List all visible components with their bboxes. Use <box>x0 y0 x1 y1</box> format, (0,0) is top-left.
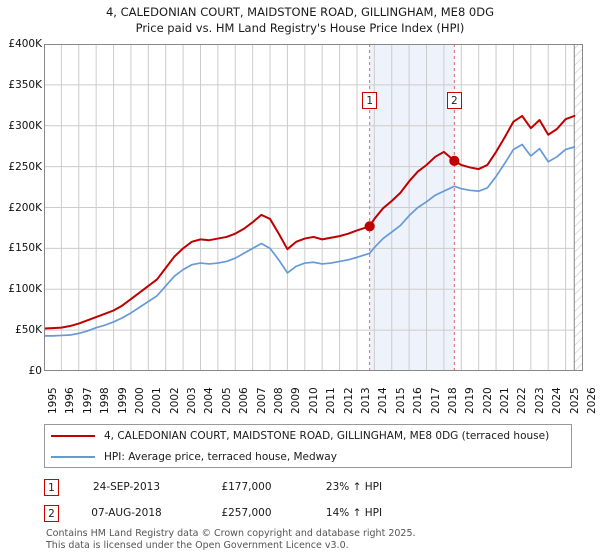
transaction-price: £177,000 <box>221 481 272 493</box>
transaction-date: 07-AUG-2018 <box>91 507 162 519</box>
x-axis-tick-label: 2004 <box>203 387 216 414</box>
x-axis-tick-label: 2016 <box>412 387 425 414</box>
x-axis-tick-label: 2007 <box>255 387 268 414</box>
footer-line-1: Contains HM Land Registry data © Crown c… <box>46 528 416 539</box>
x-axis-tick-label: 2021 <box>499 387 512 414</box>
transaction-badge: 2 <box>44 504 59 522</box>
y-axis-tick-label: £400K <box>8 38 42 50</box>
x-axis-tick-label: 2024 <box>551 387 564 414</box>
chart-marker-badge-1[interactable]: 1 <box>362 92 378 109</box>
page-title: 4, CALEDONIAN COURT, MAIDSTONE ROAD, GIL… <box>0 4 600 36</box>
x-axis-tick-label: 2008 <box>273 387 286 414</box>
x-axis-tick-label: 2006 <box>238 387 251 414</box>
x-axis-tick-label: 2001 <box>151 387 164 414</box>
x-axis-tick-label: 2012 <box>342 387 355 414</box>
legend-label: HPI: Average price, terraced house, Medw… <box>104 450 337 463</box>
price-history-line-chart <box>44 44 583 371</box>
y-axis-tick-label: £50K <box>15 324 42 337</box>
x-axis-tick-label: 2002 <box>168 387 181 414</box>
series-line-hpi <box>44 143 576 337</box>
title-subtitle: Price paid vs. HM Land Registry's House … <box>135 21 465 35</box>
y-axis-tick-label: £250K <box>8 160 42 173</box>
future-period-hatch <box>574 44 583 371</box>
x-axis-tick-label: 2009 <box>290 387 303 414</box>
transaction-badge: 1 <box>44 478 59 496</box>
x-axis-tick-label: 2000 <box>133 387 146 414</box>
x-axis-tick-label: 1997 <box>81 387 94 414</box>
x-axis-tick-label: 1996 <box>64 387 77 414</box>
transaction-price: £257,000 <box>221 507 272 519</box>
x-axis: 1995 1996 1997 1998 1999 2000 2001 2002 2003 2004… <box>44 374 598 418</box>
x-axis-tick-label: 2026 <box>586 387 598 414</box>
x-axis-tick-label: 1999 <box>116 387 129 414</box>
transaction-marker-dot[interactable] <box>449 155 460 167</box>
x-axis-tick-label: 2015 <box>394 387 407 414</box>
x-axis-tick-label: 2011 <box>325 387 338 414</box>
table-row[interactable]: 2 07-AUG-2018 £257,000 14% ↑ HPI <box>44 500 474 526</box>
legend-color-swatch <box>51 434 95 437</box>
y-axis-tick-label: £100K <box>8 283 42 296</box>
x-axis-tick-label: 2017 <box>429 387 442 414</box>
x-axis-tick-label: 2014 <box>377 387 390 414</box>
footer-line-2: This data is licensed under the Open Gov… <box>46 540 349 551</box>
transaction-marker-dot[interactable] <box>364 221 375 232</box>
x-axis-tick-label: 1995 <box>47 387 59 414</box>
transaction-hpi-delta: 23% ↑ HPI <box>325 481 383 493</box>
legend-color-swatch <box>51 455 95 458</box>
x-axis-tick-label: 1998 <box>99 387 112 414</box>
transaction-date: 24-SEP-2013 <box>92 481 161 493</box>
chart-legend: 4, CALEDONIAN COURT, MAIDSTONE ROAD, GIL… <box>44 424 572 468</box>
x-axis-tick-label: 2003 <box>186 387 199 414</box>
footer-attribution: Contains HM Land Registry data © Crown c… <box>46 528 586 552</box>
y-axis-tick-label: £150K <box>8 242 42 255</box>
legend-label: 4, CALEDONIAN COURT, MAIDSTONE ROAD, GIL… <box>104 429 550 442</box>
x-axis-tick-label: 2022 <box>516 387 529 414</box>
x-axis-tick-label: 2023 <box>533 387 546 414</box>
y-axis-tick-label: £350K <box>8 78 42 91</box>
y-axis: £0 £50K £100K £150K £200K £250K £300K £350K £400… <box>0 38 42 377</box>
transaction-hpi-delta: 14% ↑ HPI <box>325 507 383 519</box>
series-line-price-paid <box>44 114 576 330</box>
y-axis-tick-label: £200K <box>8 201 42 214</box>
chart-marker-badge-2[interactable]: 2 <box>446 92 462 109</box>
y-axis-tick-label: £300K <box>8 119 42 132</box>
x-axis-tick-label: 2013 <box>359 387 372 414</box>
x-axis-tick-label: 2018 <box>446 387 459 414</box>
legend-item: 4, CALEDONIAN COURT, MAIDSTONE ROAD, GIL… <box>45 425 571 446</box>
plot-border <box>44 44 583 371</box>
x-axis-tick-label: 2020 <box>481 387 494 414</box>
transactions-table: 1 24-SEP-2013 £177,000 23% ↑ HPI 2 07-AUG-201… <box>44 474 474 526</box>
legend-item: HPI: Average price, terraced house, Medw… <box>45 446 571 467</box>
title-address: 4, CALEDONIAN COURT, MAIDSTONE ROAD, GIL… <box>105 5 495 19</box>
x-axis-tick-label: 2019 <box>464 387 477 414</box>
x-axis-tick-label: 2005 <box>220 387 233 414</box>
y-axis-tick-label: £0 <box>28 365 42 377</box>
x-axis-tick-label: 2010 <box>307 387 320 414</box>
x-axis-tick-label: 2025 <box>568 387 581 414</box>
table-row[interactable]: 1 24-SEP-2013 £177,000 23% ↑ HPI <box>44 474 474 500</box>
